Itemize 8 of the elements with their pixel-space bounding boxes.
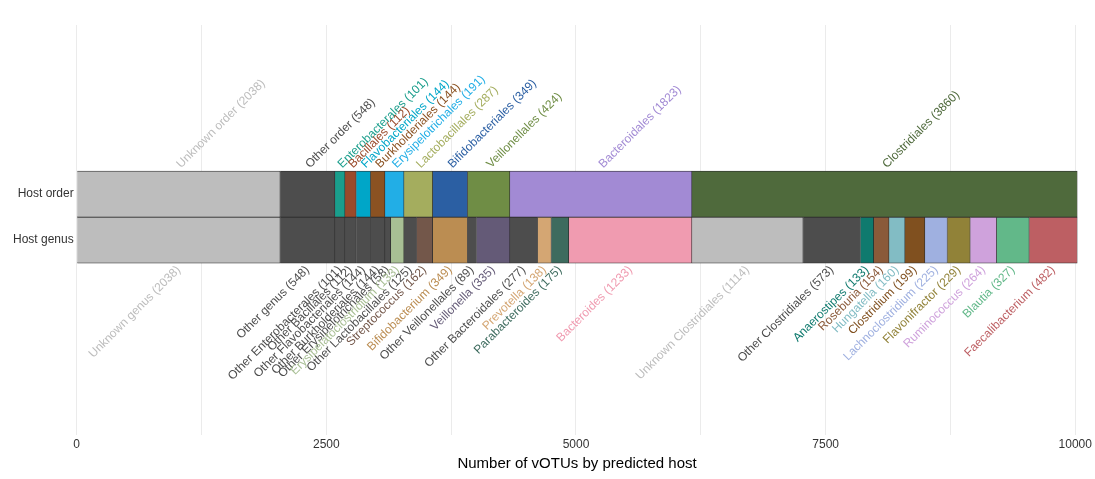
x-tick-label: 0	[73, 437, 81, 452]
x-tick-label: 10000	[1058, 437, 1093, 452]
x-tick-label: 5000	[562, 437, 590, 452]
x-tick-label: 2500	[313, 437, 341, 452]
y-tick-label: Host genus	[13, 232, 74, 247]
x-tick-label: 7500	[812, 437, 840, 452]
x-axis-title: Number of vOTUs by predicted host	[457, 454, 698, 472]
y-tick-label: Host order	[17, 186, 74, 201]
